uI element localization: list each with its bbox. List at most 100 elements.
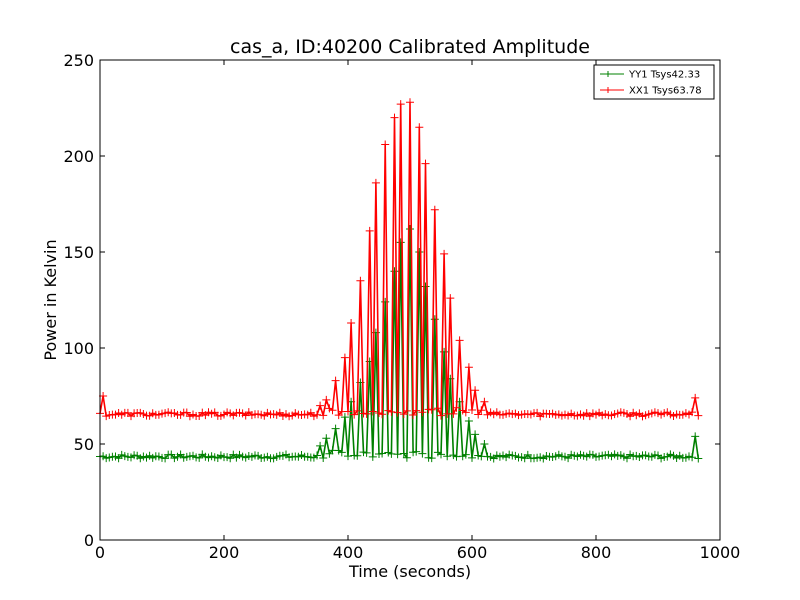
series-0 bbox=[96, 224, 703, 463]
y-tick-label: 100 bbox=[63, 339, 94, 358]
data-point bbox=[399, 449, 408, 458]
data-point bbox=[387, 407, 396, 416]
data-point bbox=[402, 453, 411, 462]
ticks-layer: 0 200 400 600 800 1000 0 50 100 150 200 250 bbox=[63, 51, 740, 562]
chart-title: cas_a, ID:40200 Calibrated Amplitude bbox=[230, 36, 590, 58]
data-point bbox=[415, 123, 424, 132]
data-point bbox=[418, 449, 427, 458]
data-point bbox=[319, 411, 328, 420]
data-point bbox=[365, 226, 374, 235]
data-point bbox=[430, 205, 439, 214]
data-point bbox=[474, 410, 483, 419]
data-point bbox=[340, 413, 349, 422]
data-point bbox=[427, 454, 436, 463]
data-point bbox=[688, 408, 697, 417]
data-point bbox=[443, 452, 452, 461]
data-point bbox=[402, 406, 411, 415]
data-point bbox=[322, 395, 331, 404]
data-point bbox=[378, 410, 387, 419]
data-point bbox=[344, 407, 352, 416]
data-point bbox=[437, 411, 445, 420]
data-point bbox=[347, 319, 356, 328]
data-point bbox=[464, 416, 473, 425]
x-tick-label: 0 bbox=[95, 543, 105, 562]
legend-marker-yy1 bbox=[605, 71, 611, 77]
data-point bbox=[455, 336, 464, 345]
plot-frame bbox=[99, 59, 721, 541]
data-point bbox=[694, 411, 703, 420]
data-point bbox=[421, 159, 430, 168]
data-point bbox=[381, 297, 390, 306]
data-point bbox=[368, 407, 377, 416]
data-point bbox=[322, 434, 331, 443]
y-tick-label: 150 bbox=[63, 243, 94, 262]
data-point bbox=[464, 363, 473, 372]
data-point bbox=[691, 393, 700, 402]
data-point bbox=[452, 403, 461, 412]
x-tick-label: 400 bbox=[333, 543, 364, 562]
data-point bbox=[313, 410, 321, 419]
y-tick-label: 0 bbox=[84, 531, 94, 550]
x-tick-label: 200 bbox=[209, 543, 240, 562]
data-point bbox=[319, 454, 328, 463]
legend: YY1 Tsys42.33 XX1 Tsys63.78 bbox=[593, 64, 715, 100]
data-point bbox=[418, 408, 427, 417]
series-1 bbox=[96, 98, 703, 421]
data-point bbox=[337, 448, 346, 457]
data-point bbox=[396, 100, 405, 109]
data-point bbox=[313, 451, 321, 460]
data-point bbox=[694, 454, 703, 463]
data-point bbox=[406, 98, 414, 107]
data-point bbox=[353, 406, 362, 415]
data-point bbox=[316, 401, 325, 410]
legend-marker-xx1 bbox=[605, 87, 611, 93]
data-point bbox=[412, 447, 421, 456]
x-axis-title: Time (seconds) bbox=[348, 562, 471, 581]
data-point bbox=[427, 405, 436, 414]
legend-box bbox=[593, 64, 715, 100]
data-point bbox=[421, 282, 430, 291]
x-tick-label: 600 bbox=[457, 543, 488, 562]
data-point bbox=[446, 294, 455, 303]
data-point bbox=[477, 406, 486, 415]
x-tick-label: 800 bbox=[581, 543, 612, 562]
data-point bbox=[461, 408, 470, 417]
data-point bbox=[340, 353, 349, 362]
data-point bbox=[440, 249, 449, 258]
x-tick-label: 1000 bbox=[700, 543, 741, 562]
data-point bbox=[430, 315, 439, 324]
data-point bbox=[393, 408, 402, 417]
data-point bbox=[356, 276, 365, 285]
data-point bbox=[331, 424, 340, 433]
y-tick-label: 200 bbox=[63, 147, 94, 166]
data-point bbox=[328, 406, 337, 415]
data-point bbox=[316, 441, 325, 450]
y-tick-label: 50 bbox=[74, 435, 94, 454]
series-layer bbox=[96, 98, 703, 463]
legend-label-yy1: YY1 Tsys42.33 bbox=[628, 70, 700, 81]
data-point bbox=[449, 409, 458, 418]
legend-label-xx1: XX1 Tsys63.78 bbox=[629, 86, 702, 97]
data-point bbox=[362, 448, 371, 457]
data-point bbox=[409, 411, 418, 419]
data-point bbox=[353, 451, 362, 460]
data-point bbox=[371, 178, 380, 187]
data-point bbox=[344, 452, 352, 461]
data-point bbox=[688, 453, 697, 462]
data-point bbox=[480, 397, 489, 406]
data-point bbox=[381, 140, 390, 149]
data-point bbox=[468, 453, 476, 462]
data-point bbox=[471, 430, 480, 439]
data-point bbox=[396, 238, 405, 247]
data-point bbox=[412, 406, 421, 415]
data-point bbox=[390, 267, 399, 276]
data-point bbox=[331, 376, 340, 385]
y-tick-label: 250 bbox=[63, 51, 94, 70]
data-point bbox=[468, 406, 476, 415]
data-point bbox=[691, 432, 700, 441]
data-point bbox=[406, 224, 414, 233]
data-point bbox=[415, 248, 424, 256]
data-point bbox=[368, 452, 377, 461]
data-point bbox=[471, 386, 480, 395]
